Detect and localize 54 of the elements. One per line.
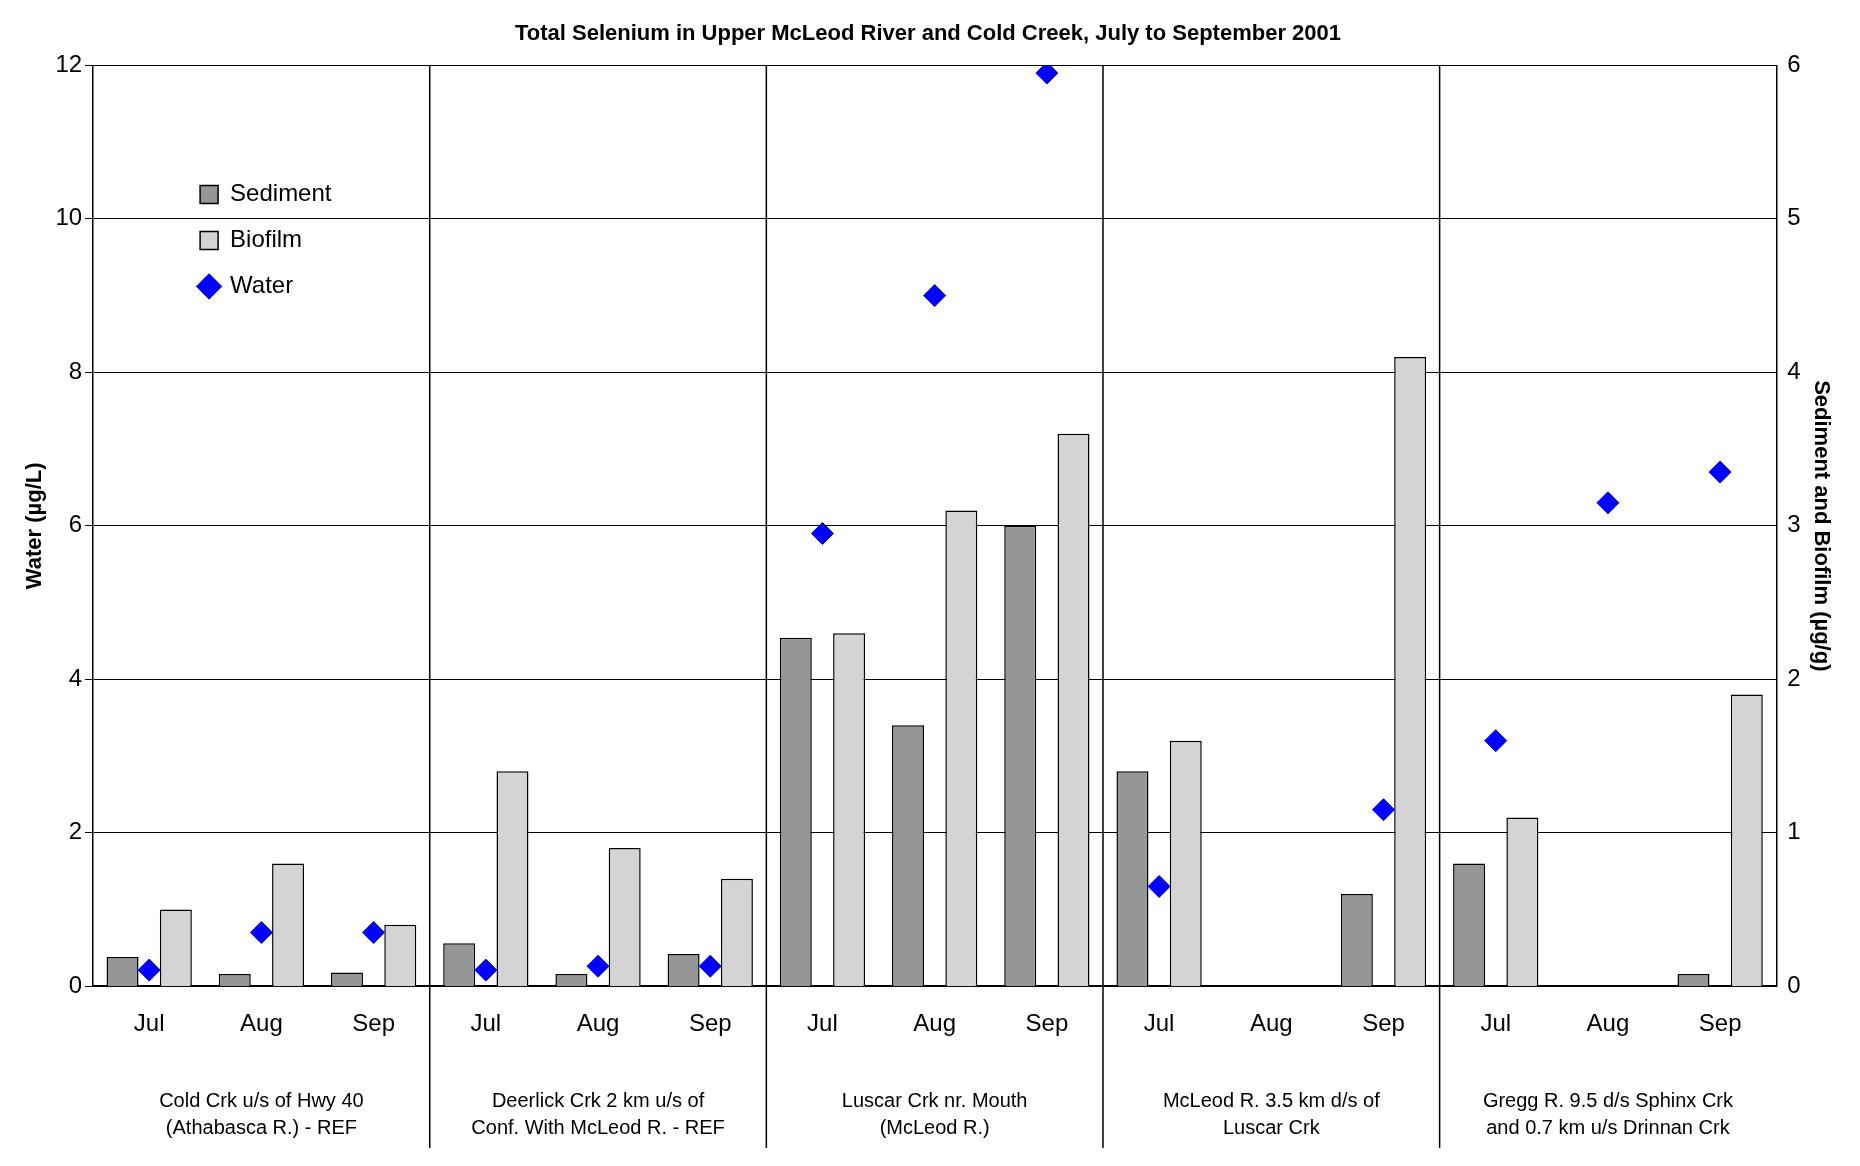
point xyxy=(1596,491,1620,515)
y-tick-label: 4 xyxy=(68,663,83,691)
x-tick-label: Jul xyxy=(1480,1009,1512,1037)
y-tick-label: 8 xyxy=(68,356,83,384)
y-axis-title: Water (µg/L) xyxy=(21,462,47,590)
point xyxy=(362,920,386,944)
y-tick-label: 6 xyxy=(68,510,83,538)
point xyxy=(698,954,722,978)
y2-axis-title: Sediment and Biofilm (µg/g) xyxy=(1809,380,1835,672)
x-tick-label: Aug xyxy=(913,1009,957,1037)
y2-tick-label: 2 xyxy=(1787,663,1801,691)
y2-tick-label: 6 xyxy=(1787,50,1801,78)
x-tick-label: Sep xyxy=(1362,1009,1405,1037)
x-tick-label: Sep xyxy=(352,1009,395,1037)
y2-tick-label: 3 xyxy=(1787,510,1801,538)
point xyxy=(1372,798,1396,822)
y-tick-label: 10 xyxy=(55,203,83,231)
x-tick-label: Sep xyxy=(688,1009,732,1037)
x-tick-label: Jul xyxy=(133,1009,165,1037)
point xyxy=(137,958,161,982)
point xyxy=(1035,65,1059,85)
chart-title: Total Selenium in Upper McLeod River and Cold Creek, July to September 2001 xyxy=(514,20,1342,46)
y2-tick-label: 0 xyxy=(1787,970,1801,998)
y-tick-label: 12 xyxy=(55,50,83,78)
point xyxy=(1147,874,1171,898)
x-tick-label: Aug xyxy=(1586,1009,1630,1037)
x-tick-label: Jul xyxy=(470,1009,502,1037)
y-tick-label: 2 xyxy=(68,817,83,845)
x-tick-label: Jul xyxy=(1143,1009,1175,1037)
text: Gregg R. 9.5 d/s Sphinx Crk and 0.7 km u/s Drinnan Crk xyxy=(1482,1088,1734,1138)
x-tick-label: Aug xyxy=(576,1009,620,1037)
legend-label: Water xyxy=(230,271,294,299)
point xyxy=(1708,460,1732,484)
x-tick-label: Sep xyxy=(1025,1009,1069,1037)
legend-label: Biofilm xyxy=(230,225,303,253)
y2-tick-label: 1 xyxy=(1787,817,1801,845)
x-tick-label: Jul xyxy=(807,1009,838,1037)
y2-tick-label: 4 xyxy=(1787,356,1801,384)
text: McLeod R. 3.5 km d/s of Luscar Crk xyxy=(1162,1088,1381,1138)
legend-label: Sediment xyxy=(230,179,332,207)
text: Cold Crk u/s of Hwy 40 (Athabasca R.) - REF xyxy=(159,1088,364,1138)
text: Deerlick Crk 2 km u/s of Conf. With McLeod R. - REF xyxy=(471,1088,725,1138)
point xyxy=(810,521,834,545)
point xyxy=(1484,729,1508,753)
y-tick-label: 0 xyxy=(68,970,83,998)
x-tick-label: Aug xyxy=(240,1009,283,1037)
x-tick-label: Aug xyxy=(1249,1009,1293,1037)
text: Luscar Crk nr. Mouth (McLeod R.) xyxy=(841,1088,1028,1138)
y2-tick-label: 5 xyxy=(1787,203,1801,231)
point xyxy=(586,954,610,978)
point xyxy=(923,284,947,308)
point xyxy=(249,920,273,944)
point xyxy=(474,958,498,982)
x-tick-label: Sep xyxy=(1698,1009,1742,1037)
